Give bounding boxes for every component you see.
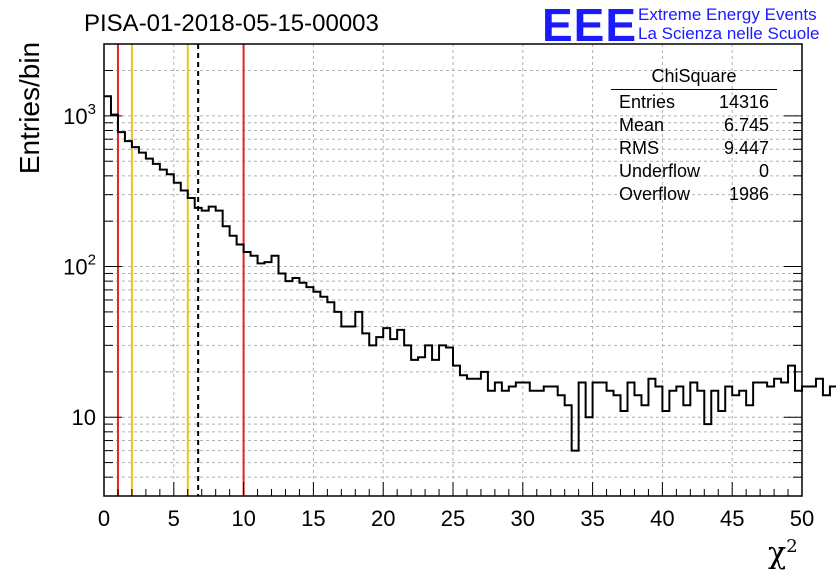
x-axis-label: χ2 (768, 536, 798, 571)
stats-value: 0 (758, 161, 769, 181)
logo-line-1: Extreme Energy Events (638, 5, 817, 24)
stats-value: 14316 (718, 92, 769, 112)
stats-row-rms: RMS 9.447 (611, 137, 777, 160)
y-tick-label: 10 (72, 405, 96, 430)
stats-row-overflow: Overflow 1986 (611, 183, 777, 206)
y-axis-ticks: 10 102 103 (63, 43, 802, 497)
x-tick-label: 5 (168, 506, 180, 531)
y-tick-label: 103 (63, 101, 96, 129)
stats-row-underflow: Underflow 0 (611, 160, 777, 183)
x-tick-label: 20 (371, 506, 395, 531)
histogram-series (104, 95, 836, 452)
grid-lines (103, 43, 803, 497)
stats-label: RMS (619, 138, 659, 158)
x-tick-label: 35 (580, 506, 604, 531)
stats-title: ChiSquare (611, 66, 777, 90)
vertical-marker-lines (116, 44, 245, 496)
stats-row-entries: Entries 14316 (611, 91, 777, 114)
chart-title: PISA-01-2018-05-15-00003 (84, 10, 379, 37)
x-tick-label: 25 (441, 506, 465, 531)
stats-label: Overflow (619, 184, 691, 204)
x-tick-label: 40 (650, 506, 674, 531)
x-axis-ticks: 0 5 10 15 20 25 30 35 40 45 50 (98, 482, 814, 531)
stats-value: 1986 (728, 184, 769, 204)
stats-value: 6.745 (723, 115, 769, 135)
stats-value: 9.447 (723, 138, 769, 158)
x-tick-label: 0 (98, 506, 110, 531)
y-tick-label: 102 (63, 252, 96, 280)
logo-line-2: La Scienza nelle Scuole (638, 24, 820, 43)
x-tick-label: 45 (720, 506, 744, 531)
stats-box: ChiSquare Entries 14316 Mean 6.745 RMS 9… (611, 66, 777, 206)
x-tick-label: 15 (301, 506, 325, 531)
x-tick-label: 30 (511, 506, 535, 531)
stats-label: Mean (619, 115, 665, 135)
stats-row-mean: Mean 6.745 (611, 114, 777, 137)
stats-label: Underflow (619, 161, 701, 181)
y-axis-label: Entries/bin (14, 41, 45, 175)
eee-logo: EEE (542, 0, 638, 51)
stats-label: Entries (619, 92, 676, 112)
x-tick-label: 50 (790, 506, 814, 531)
x-tick-label: 10 (231, 506, 255, 531)
